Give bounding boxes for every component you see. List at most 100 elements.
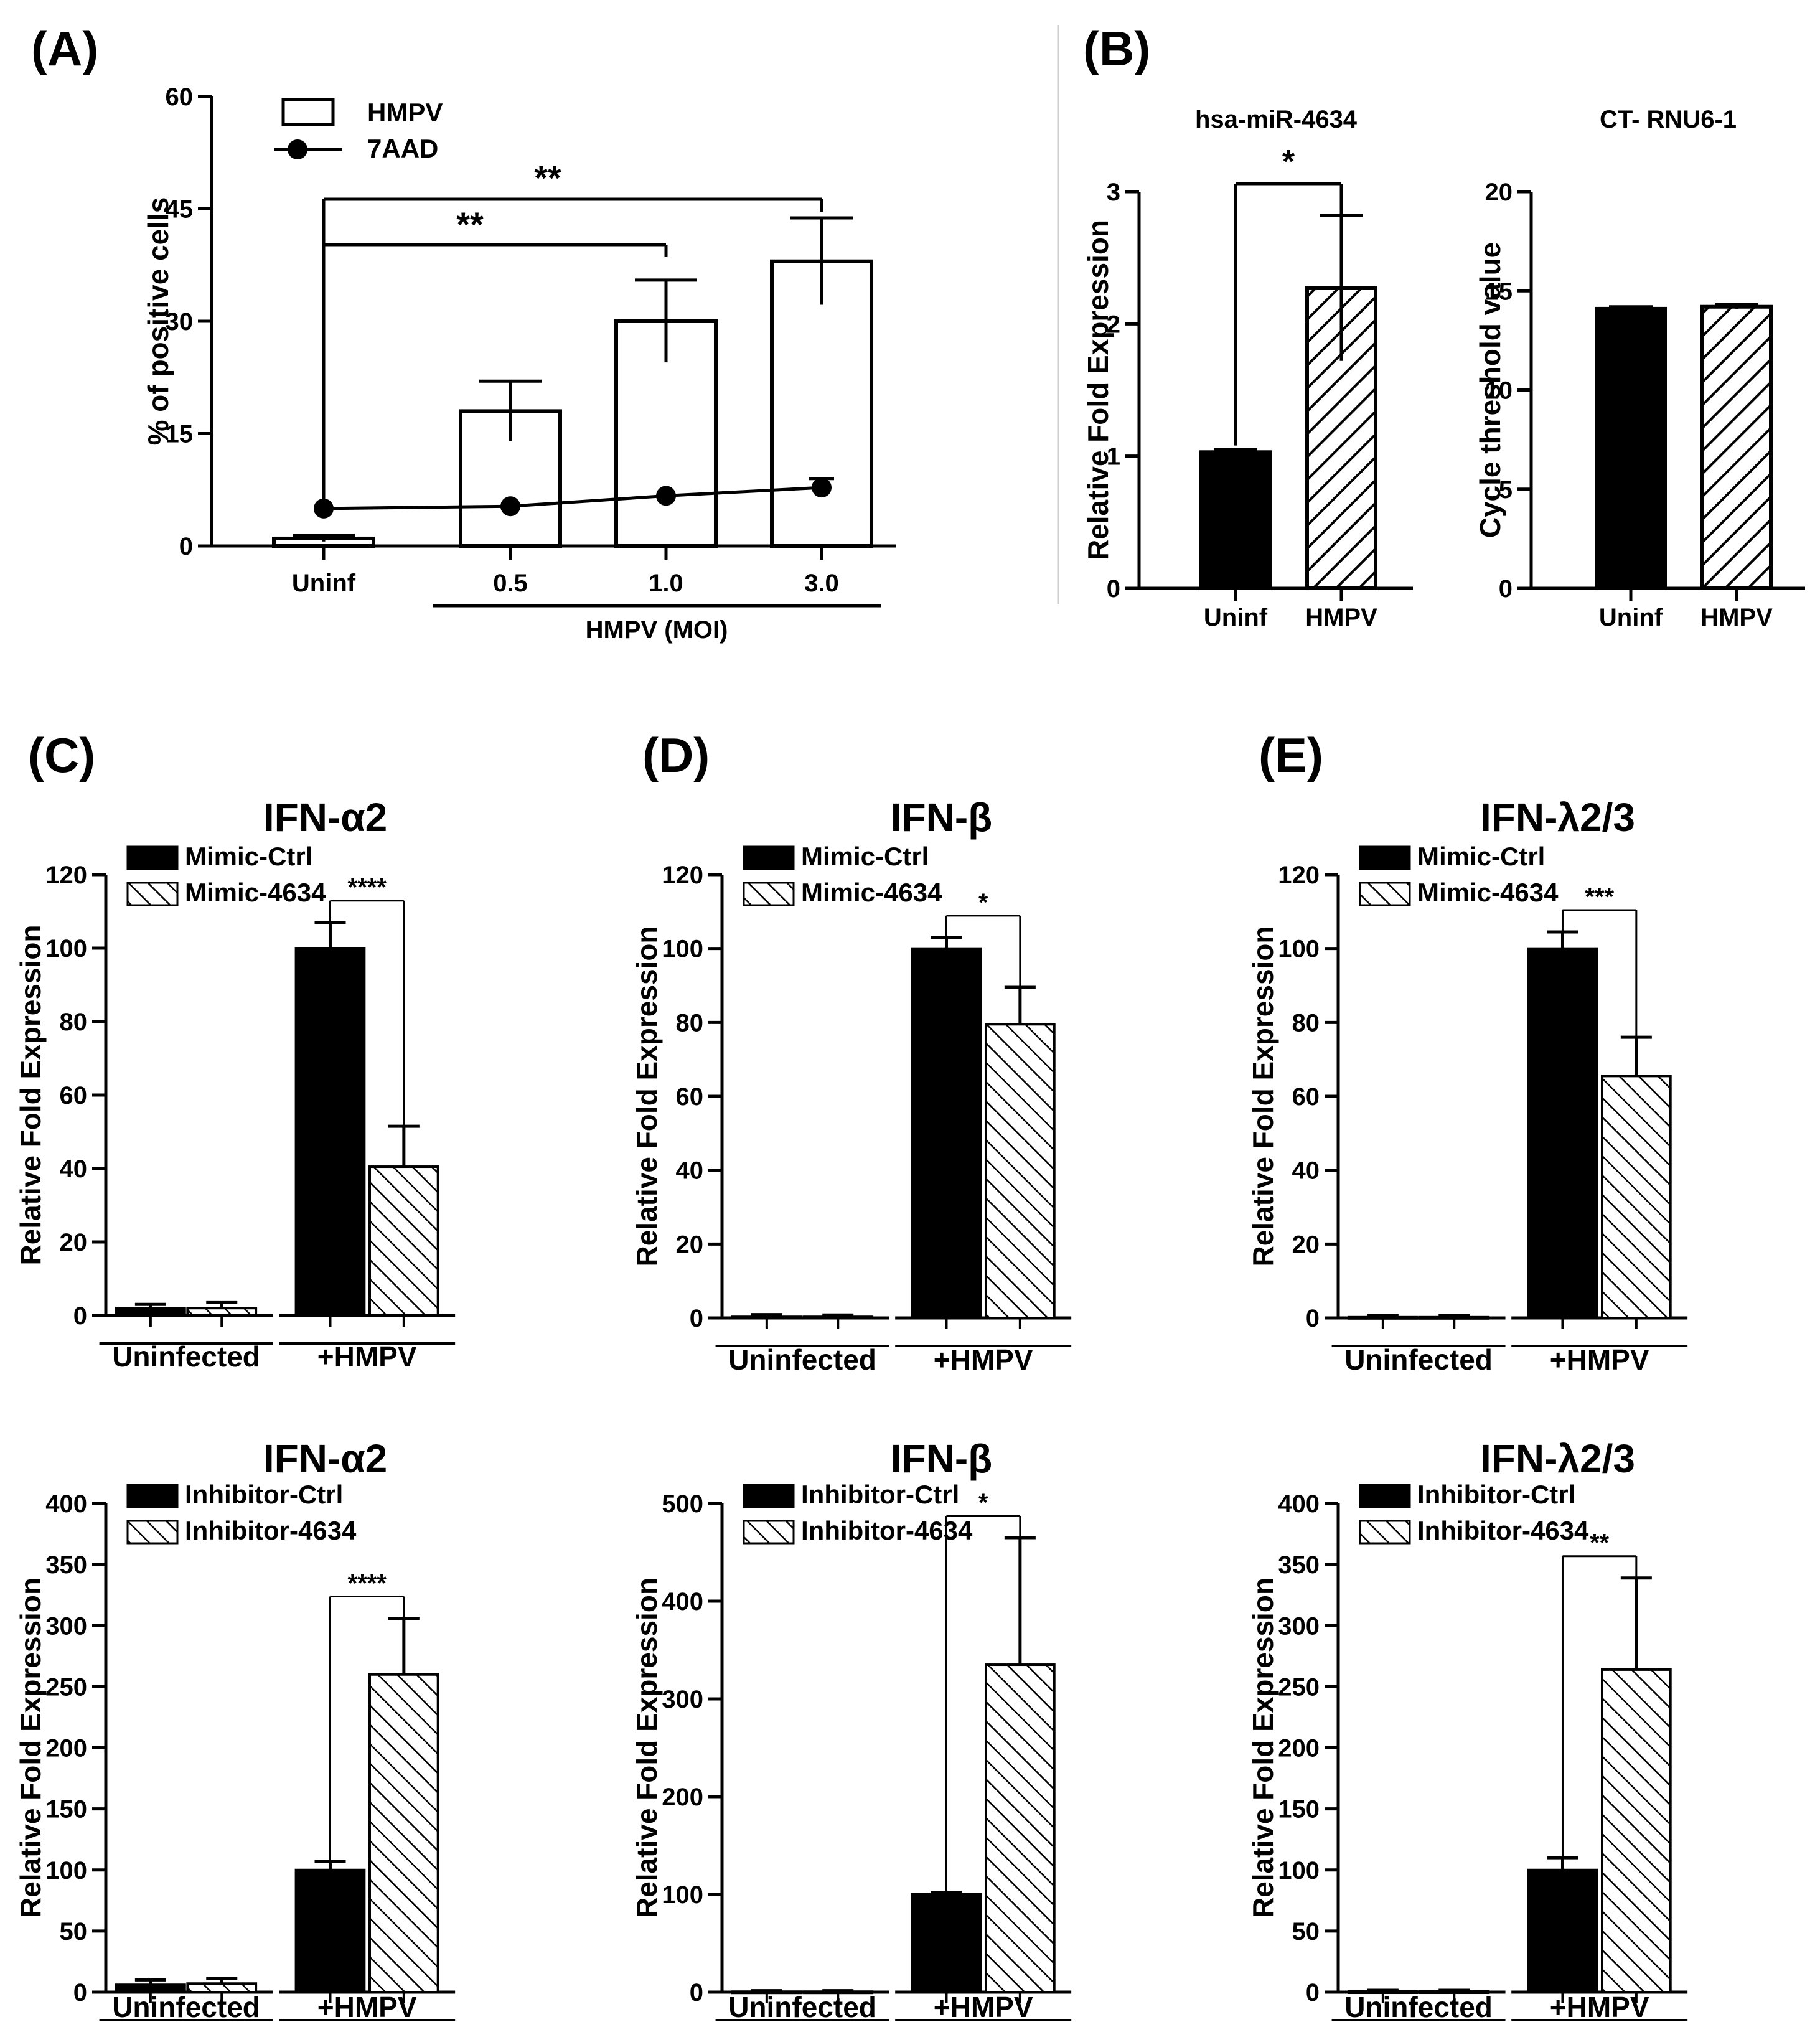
panel-d2-chart: IFN-β 0 100 200 300 400 500 Relative Fold Expre… (631, 1436, 1072, 2023)
legend-swatch (743, 1484, 795, 1508)
x-category-label: 0.5 (493, 570, 528, 597)
panel-label: (E) (1259, 728, 1323, 783)
y-tick-label: 10 (1485, 377, 1513, 405)
legend-label: Inhibitor-4634 (801, 1516, 973, 1545)
x-group-label: +HMPV (1550, 1991, 1649, 2023)
y-tick-label: 20 (1292, 1231, 1320, 1258)
y-tick-label: 0 (1499, 575, 1513, 603)
bar-mimic-ctrl (1527, 947, 1598, 1319)
bar-mimic-ctrl (911, 947, 982, 1319)
series-7aad-line (323, 486, 822, 510)
chart-title: IFN-β (891, 795, 992, 840)
legend-swatch (126, 845, 179, 870)
legend-label: Mimic-4634 (1417, 878, 1559, 907)
x-group-label: Uninfected (728, 1991, 876, 2023)
chart-title: IFN-α2 (263, 795, 387, 840)
y-tick-label: 5 (1499, 476, 1513, 504)
y-tick-label: 60 (166, 83, 194, 111)
panel-label-b: (B) (1083, 21, 1150, 76)
bar-mimic-ctrl (294, 947, 366, 1317)
y-axis-title: Relative Fold Expression (1082, 220, 1114, 560)
significance-label: ** (1590, 1530, 1610, 1557)
y-tick-label: 2 (1107, 311, 1120, 338)
group-label: HMPV (MOI) (586, 616, 728, 644)
x-category-label: 1.0 (649, 570, 683, 597)
y-tick-label: 100 (1278, 936, 1320, 963)
bar-mimic-4634 (368, 1165, 439, 1317)
y-tick-label: 500 (662, 1490, 703, 1518)
legend-swatch (743, 882, 795, 906)
significance-label: * (978, 889, 988, 916)
x-group-label: Uninfected (112, 1340, 260, 1373)
chart-title: IFN-λ2/3 (1480, 795, 1635, 840)
y-tick-label: 300 (662, 1686, 703, 1713)
y-axis-title: Relative Fold Expression (1247, 1578, 1279, 1918)
y-tick-label: 3 (1107, 179, 1120, 206)
legend-label-7aad: 7AAD (367, 134, 438, 163)
y-tick-label: 200 (1278, 1735, 1320, 1762)
bar-inhibitor-4634 (984, 1663, 1056, 1994)
y-tick-label: 60 (676, 1083, 704, 1111)
legend-label-hmpv: HMPV (367, 98, 443, 127)
bar-inhibitor-ctrl (1527, 1868, 1598, 1993)
legend-label: Mimic-Ctrl (1417, 842, 1545, 871)
y-tick-label: 300 (45, 1612, 87, 1640)
x-group-label: Uninfected (728, 1343, 876, 1376)
legend-swatch (126, 1520, 179, 1545)
y-tick-label: 80 (676, 1009, 704, 1037)
legend-label: Mimic-Ctrl (185, 842, 312, 871)
y-tick-label: 0 (179, 533, 193, 560)
x-category-label: HMPV (1700, 604, 1773, 631)
y-tick-label: 250 (1278, 1673, 1320, 1701)
y-axis-title: Relative Fold Expression (631, 1578, 663, 1918)
y-axis-title: Relative Fold Expression (631, 926, 663, 1266)
bar-mimic-4634 (1600, 1075, 1672, 1320)
y-tick-label: 100 (662, 936, 703, 963)
legend-swatch (126, 882, 179, 906)
bar-mimic-ctrl (115, 1307, 186, 1317)
legend-swatch (1359, 845, 1411, 870)
legend-label: Inhibitor-4634 (185, 1516, 357, 1545)
y-tick-label: 20 (60, 1229, 88, 1256)
y-tick-label: 120 (1278, 862, 1320, 889)
significance-label: *** (1585, 883, 1614, 911)
y-tick-label: 45 (166, 196, 194, 223)
legend-label: Inhibitor-4634 (1417, 1516, 1589, 1545)
bar-inhibitor-4634 (368, 1673, 439, 1993)
panel-b1-chart: (B) hsa-miR-4634 0 1 2 3 Relative Fold Express… (1082, 21, 1413, 631)
x-group-label: +HMPV (934, 1991, 1033, 2023)
legend-swatch (1359, 1484, 1411, 1508)
legend-swatch-hmpv (281, 98, 335, 126)
y-tick-label: 100 (1278, 1857, 1320, 1884)
x-group-label: +HMPV (1550, 1343, 1649, 1376)
significance-label: * (1282, 144, 1295, 180)
legend-label: Mimic-4634 (801, 878, 942, 907)
y-axis-title: % of positive cells (142, 197, 174, 446)
y-tick-label: 400 (45, 1490, 87, 1518)
x-category-label: 3.0 (804, 570, 839, 597)
x-group-label: +HMPV (934, 1343, 1033, 1376)
x-group-label: +HMPV (317, 1991, 417, 2023)
y-tick-label: 400 (1278, 1490, 1320, 1518)
y-tick-label: 40 (1292, 1157, 1320, 1185)
bar-mimic-4634 (984, 1023, 1056, 1320)
y-tick-label: 50 (60, 1918, 88, 1945)
y-tick-label: 1 (1107, 443, 1120, 471)
point-7aad (812, 477, 832, 498)
panel-d1-chart: (D) IFN-β 0 20 40 60 80 100 120 Relative Fold Exp… (631, 728, 1072, 1376)
y-tick-label: 0 (690, 1979, 703, 2006)
chart-title: CT- RNU6-1 (1600, 106, 1737, 133)
y-tick-label: 100 (662, 1881, 703, 1909)
chart-title: IFN-β (891, 1436, 992, 1481)
panel-label: (D) (642, 728, 710, 783)
significance-label: ** (534, 158, 561, 197)
y-tick-label: 0 (73, 1302, 87, 1330)
panel-c2-chart: IFN-α2 0 50 100 150 200 250 300 350 400 Relative F… (14, 1436, 456, 2023)
y-tick-label: 40 (60, 1155, 88, 1183)
chart-title: hsa-miR-4634 (1195, 106, 1358, 133)
x-category-label: Uninf (1204, 604, 1268, 631)
x-group-label: Uninfected (1344, 1991, 1493, 2023)
legend-swatch (1359, 1520, 1411, 1545)
y-tick-label: 100 (45, 935, 87, 962)
panel-e2-chart: IFN-λ2/3 0 50 100 150 200 250 300 350 400 Relative… (1247, 1436, 1688, 2023)
